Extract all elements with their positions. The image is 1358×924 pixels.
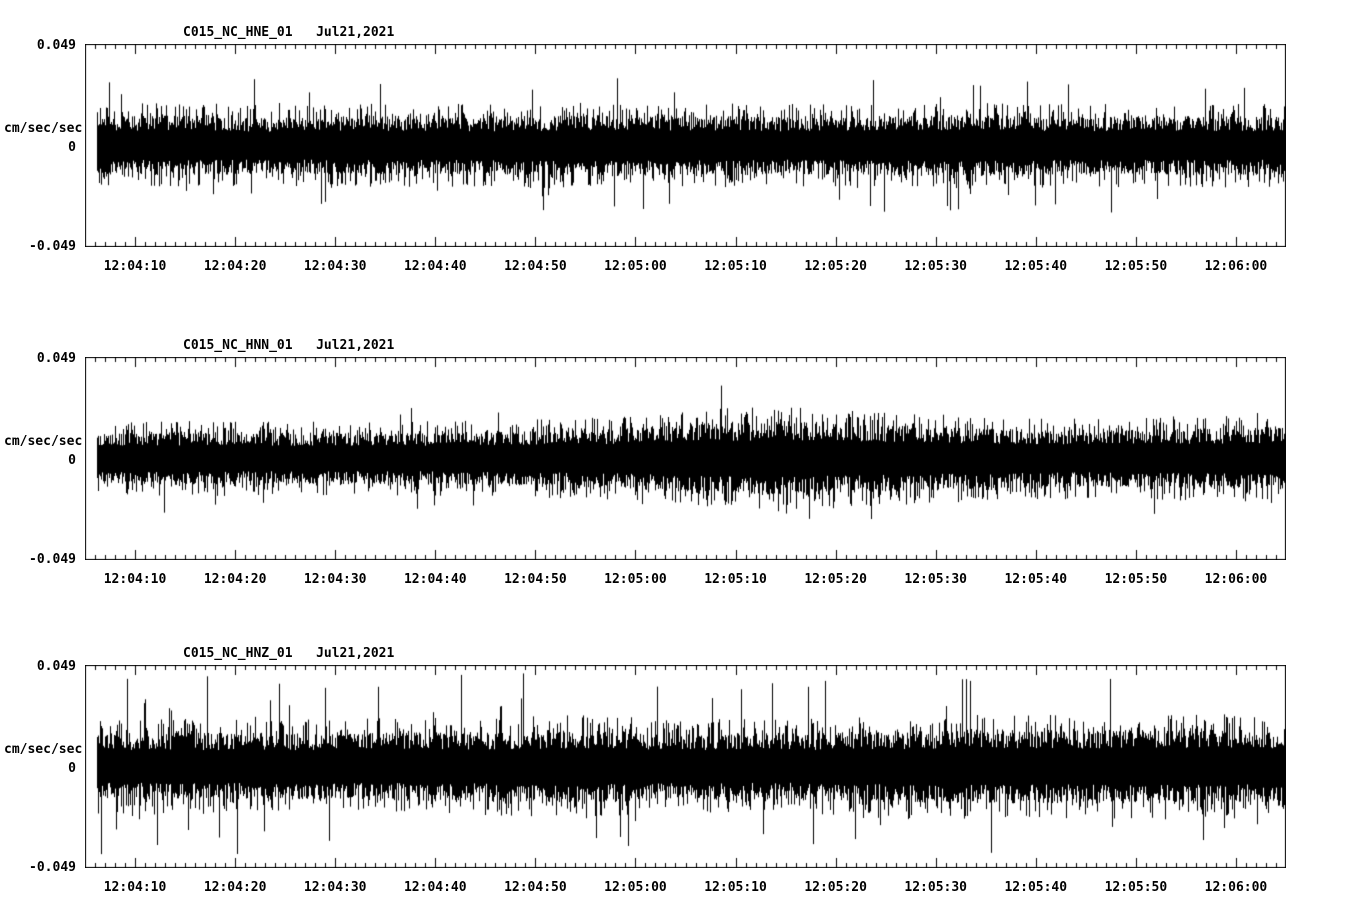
x-tick-label: 12:04:30 (303, 572, 367, 587)
x-tick-label: 12:04:20 (203, 880, 267, 895)
station-label: C015_NC_HNE_01 (183, 25, 293, 40)
plot-area-hne (85, 44, 1286, 247)
panel-title-hnn: C015_NC_HNN_01 Jul21,2021 (183, 338, 394, 353)
x-tick-label: 12:05:30 (904, 572, 968, 587)
title-gap (293, 646, 316, 661)
plot-area-hnz (85, 665, 1286, 868)
x-tick-label: 12:05:10 (704, 259, 767, 274)
x-tick-label: 12:04:40 (403, 572, 467, 587)
x-tick-label: 12:05:50 (1104, 259, 1168, 274)
x-tick-label: 12:05:00 (604, 572, 667, 587)
x-axis-labels-2: 12:04:10 12:04:20 12:04:30 12:04:40 12:04:50… (85, 880, 1286, 896)
x-tick-label: 12:05:00 (604, 880, 667, 895)
x-tick-label: 12:05:40 (1004, 880, 1068, 895)
yzero-label: 0 (68, 453, 76, 468)
ymax-label: 0.049 (36, 351, 76, 366)
x-tick-label: 12:04:50 (504, 880, 567, 895)
x-tick-label: 12:05:10 (704, 880, 767, 895)
date-label: Jul21,2021 (316, 25, 395, 40)
x-tick-label: 12:04:50 (504, 572, 567, 587)
x-tick-label: 12:05:10 (704, 572, 767, 587)
ymax-label: 0.049 (36, 659, 76, 674)
waveform-canvas-0 (85, 44, 1286, 247)
plot-area-hnn (85, 357, 1286, 560)
x-tick-label: 12:04:10 (103, 572, 167, 587)
x-tick-label: 12:04:30 (303, 880, 367, 895)
y-axis-unit-label: cm/sec/sec (4, 742, 83, 757)
x-tick-label: 12:05:50 (1104, 880, 1168, 895)
x-axis-labels-1: 12:04:10 12:04:20 12:04:30 12:04:40 12:04:50… (85, 572, 1286, 588)
panel-title-hne: C015_NC_HNE_01 Jul21,2021 (183, 25, 394, 40)
date-label: Jul21,2021 (316, 646, 395, 661)
x-tick-label: 12:04:10 (103, 880, 167, 895)
title-gap (293, 338, 316, 353)
station-label: C015_NC_HNZ_01 (183, 646, 293, 661)
yzero-label: 0 (68, 140, 76, 155)
y-axis-unit-label: cm/sec/sec (4, 434, 83, 449)
y-axis-unit-label: cm/sec/sec (4, 121, 83, 136)
x-tick-label: 12:05:30 (904, 880, 968, 895)
panel-title-hnz: C015_NC_HNZ_01 Jul21,2021 (183, 646, 394, 661)
x-tick-label: 12:04:10 (103, 259, 167, 274)
x-tick-label: 12:05:30 (904, 259, 968, 274)
x-tick-label: 12:05:20 (804, 259, 867, 274)
yzero-label: 0 (68, 761, 76, 776)
x-tick-label: 12:05:40 (1004, 259, 1068, 274)
x-axis-labels-0: 12:04:10 12:04:20 12:04:30 12:04:40 12:04:50… (85, 259, 1286, 275)
x-tick-label: 12:04:20 (203, 259, 267, 274)
ymin-label: -0.049 (29, 239, 76, 254)
x-tick-label: 12:06:00 (1204, 572, 1268, 587)
station-label: C015_NC_HNN_01 (183, 338, 293, 353)
date-label: Jul21,2021 (316, 338, 395, 353)
ymax-label: 0.049 (36, 38, 76, 53)
x-tick-label: 12:04:20 (203, 572, 267, 587)
x-tick-label: 12:05:40 (1004, 572, 1068, 587)
x-tick-label: 12:06:00 (1204, 880, 1268, 895)
x-tick-label: 12:04:40 (403, 880, 467, 895)
ymin-label: -0.049 (29, 860, 76, 875)
x-tick-label: 12:06:00 (1204, 259, 1268, 274)
x-tick-label: 12:05:20 (804, 572, 867, 587)
x-tick-label: 12:04:40 (403, 259, 467, 274)
title-gap (293, 25, 316, 40)
x-tick-label: 12:04:30 (303, 259, 367, 274)
x-tick-label: 12:05:20 (804, 880, 867, 895)
waveform-canvas-1 (85, 357, 1286, 560)
x-tick-label: 12:05:00 (604, 259, 667, 274)
waveform-canvas-2 (85, 665, 1286, 868)
x-tick-label: 12:05:50 (1104, 572, 1168, 587)
x-tick-label: 12:04:50 (504, 259, 567, 274)
ymin-label: -0.049 (29, 552, 76, 567)
